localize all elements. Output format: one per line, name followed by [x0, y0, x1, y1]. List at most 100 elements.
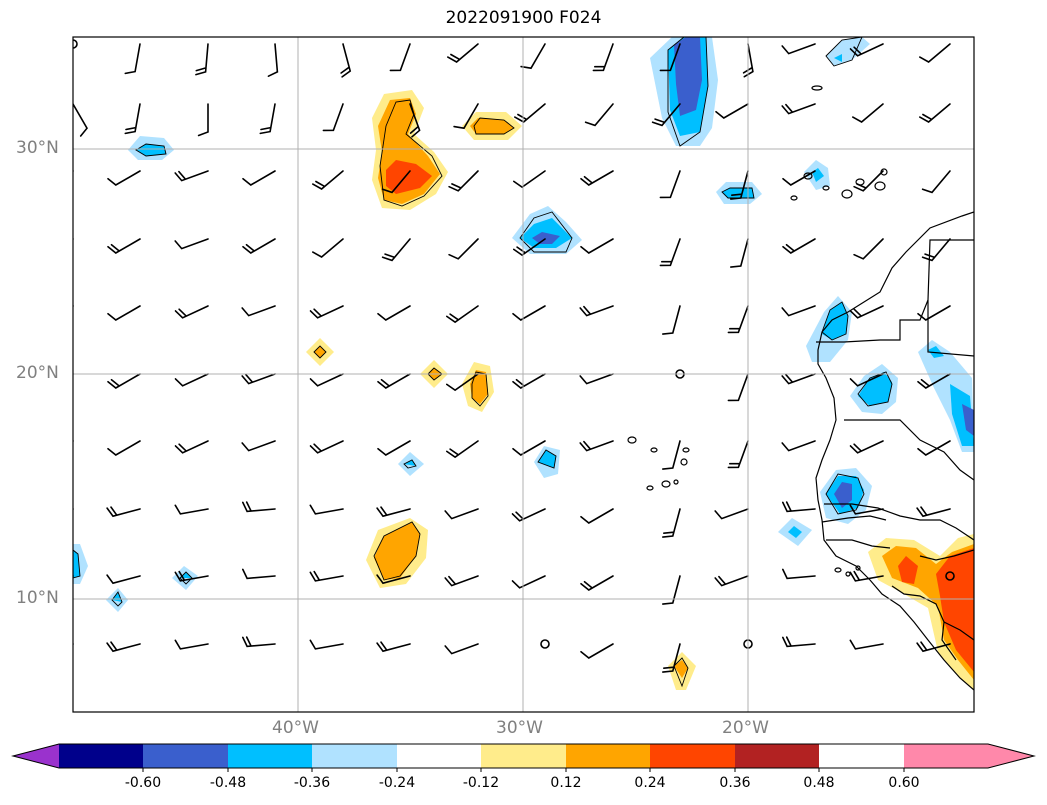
wind-barb [444, 508, 479, 520]
wind-barb [73, 238, 74, 241]
wind-barb [917, 305, 951, 321]
wind-barb [197, 103, 209, 137]
wind-barb [241, 373, 276, 385]
wind-barb [309, 373, 344, 387]
wind-barb [513, 170, 546, 189]
wind-barb [73, 305, 74, 307]
wind-barb [124, 43, 141, 75]
wind-barb [580, 643, 614, 659]
wind-barb [447, 43, 479, 63]
wind-barb [782, 170, 816, 186]
wind-barb [174, 440, 209, 454]
wind-barb [782, 568, 816, 580]
wind-barb [73, 103, 88, 137]
wind-barb [916, 641, 951, 653]
wind-barb [849, 570, 884, 582]
colorbar-segment [735, 744, 819, 768]
wind-barb [174, 170, 209, 182]
wind-barb [852, 103, 884, 123]
wind-barb [195, 43, 209, 76]
colorbar-tick: 0.36 [719, 775, 751, 791]
colorbar-tick: -0.48 [209, 775, 247, 791]
wind-barb [322, 103, 344, 132]
wind-barb [662, 440, 681, 470]
wind-barb [727, 440, 749, 469]
wind-barb [309, 305, 344, 319]
wind-barbs [73, 39, 955, 673]
wind-barb [174, 570, 209, 582]
wind-barb [651, 103, 681, 127]
wind-barb [727, 373, 749, 402]
wind-barb [73, 575, 74, 577]
wind-barb [514, 103, 546, 123]
wind-barb [580, 238, 614, 254]
wind-barb [659, 170, 681, 199]
wind-barb [714, 575, 749, 587]
wind-barb [106, 506, 141, 518]
wind-barb [377, 373, 411, 389]
wind-barb [662, 508, 681, 538]
wind-barb [512, 440, 546, 456]
lon-label-40w: 40°W [272, 718, 319, 738]
wind-barb [849, 305, 884, 319]
contour-lines [73, 37, 893, 688]
wind-barb [107, 373, 141, 389]
wind-barb [453, 103, 479, 130]
wind-barb [714, 508, 749, 520]
colorbar-segment [59, 744, 143, 768]
wind-barb [174, 305, 209, 319]
wind-barb [730, 170, 749, 200]
wind-barb [715, 103, 749, 119]
colorbar-segment [143, 744, 228, 768]
wind-barb [579, 305, 614, 317]
wind-barb [917, 440, 951, 456]
wind-barb [241, 305, 276, 317]
wind-barb [409, 103, 421, 138]
wind-barb [309, 440, 344, 454]
colorbar-extend-low [13, 744, 59, 768]
wind-barb [242, 238, 276, 254]
wind-barb [241, 440, 276, 452]
wind-barb [309, 570, 344, 582]
wind-barb [511, 508, 546, 522]
wind-barb [512, 373, 546, 389]
wind-barb [312, 238, 344, 258]
calm-wind-circle [73, 39, 78, 49]
wind-barb [73, 440, 74, 442]
wind-barb [444, 643, 479, 655]
colorbar-tick: 0.12 [550, 775, 582, 791]
lat-label-30n: 30°N [16, 138, 59, 158]
wind-barb [592, 43, 614, 72]
wind-barb [849, 504, 884, 515]
colorbar-tick: 0.24 [634, 775, 666, 791]
colorbar-extend-high [988, 744, 1034, 768]
lat-label-10n: 10°N [16, 588, 59, 608]
colorbar-segment [650, 744, 735, 768]
wind-barb [853, 238, 884, 260]
wind-barb [782, 636, 816, 648]
wind-barb [579, 440, 614, 452]
wind-barb [849, 639, 884, 650]
colorbar-segment [904, 744, 988, 768]
gridlines [73, 37, 974, 712]
colorbar-tick: 0.48 [803, 775, 835, 791]
wind-barb [73, 508, 74, 510]
wind-barb [781, 103, 816, 115]
wind-barb [921, 170, 951, 194]
wind-barb [511, 575, 546, 589]
wind-barb [853, 170, 884, 192]
wind-barb [782, 501, 816, 513]
colorbar-segment [481, 744, 566, 768]
wind-barb [520, 43, 546, 70]
wind-barb [659, 43, 681, 72]
colorbar-tick: -0.12 [462, 775, 500, 791]
contour-fields [73, 37, 974, 691]
wind-barb [267, 43, 279, 77]
wind-barb [730, 238, 749, 268]
colorbar-tick: -0.36 [293, 775, 331, 791]
wind-barb [242, 568, 276, 580]
wind-barb [340, 43, 352, 78]
wind-barb [512, 305, 546, 321]
wind-barb [107, 170, 141, 186]
calm-wind-circle [945, 571, 955, 581]
